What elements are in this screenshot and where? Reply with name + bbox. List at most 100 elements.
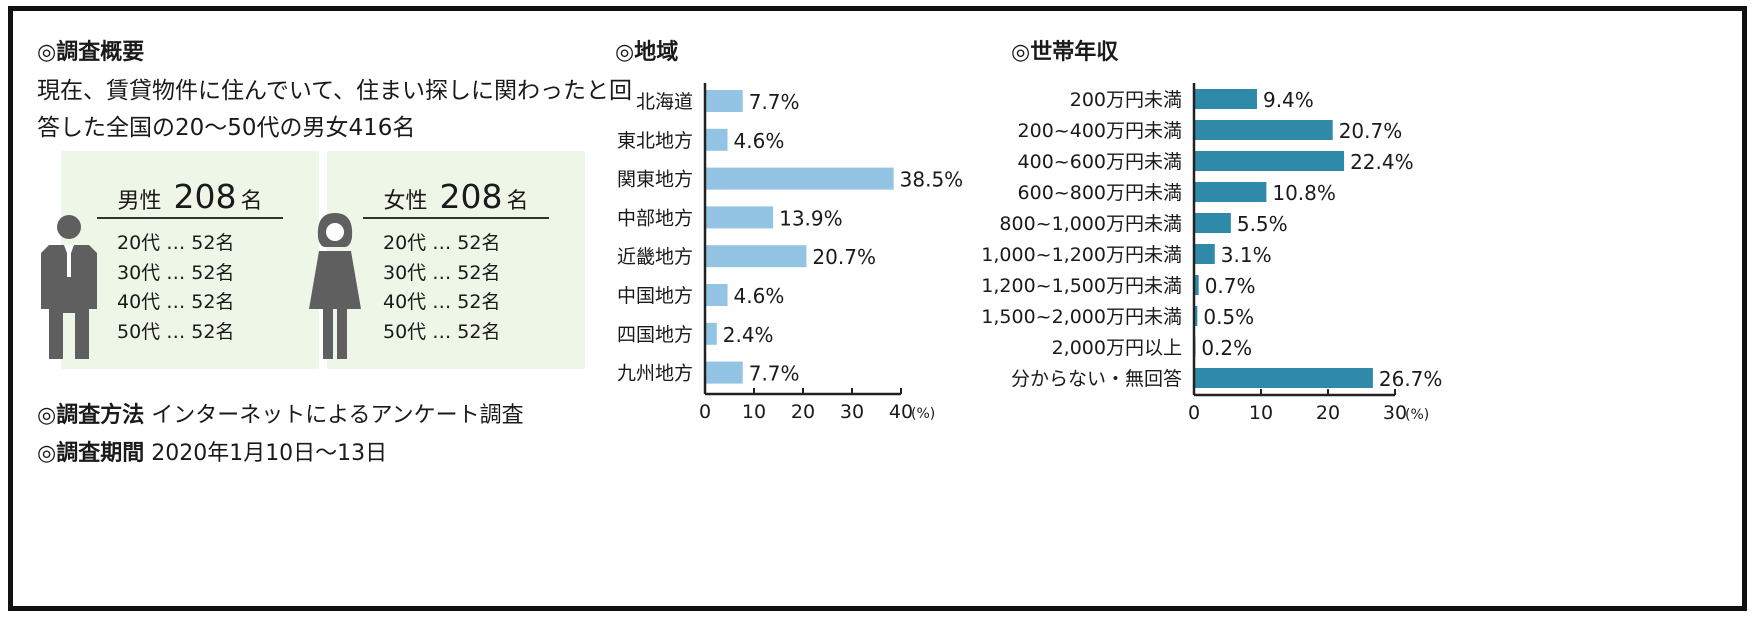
x-tick-label: 0 [699,401,711,423]
male-breakdown-item: 30代 … 52名 [117,261,235,284]
male-label: 男性 [117,189,162,214]
female-label: 女性 [383,189,428,214]
male-breakdown-item: 20代 … 52名 [117,232,235,254]
male-panel: 男性 208 名 20代 … 52名 30代 … 52名 40代 … 52名 50代… [61,151,319,369]
bar [1194,120,1333,140]
bar [705,206,774,229]
category-label: 東北地方 [617,130,693,152]
male-figure-icon [41,215,97,359]
category-label: 近畿地方 [617,246,693,268]
male-breakdown-item: 50代 … 52名 [117,320,235,343]
male-breakdown: 20代 … 52名 30代 … 52名 40代 … 52名 50代 … 52名 [117,229,234,347]
male-breakdown-item: 40代 … 52名 [117,291,235,313]
category-label: 2,000万円以上 [1052,337,1182,359]
bar [1194,182,1267,202]
value-label: 4.6% [734,284,785,308]
female-breakdown-item: 50代 … 52名 [383,320,501,343]
x-tick-label: 10 [742,401,766,423]
income-chart: 200万円未満 9.4% 200~400万円未満 20.7% 400~600万円未満 22… [981,83,1443,424]
survey-method: ◎調査方法 インターネットによるアンケート調査 [37,397,524,429]
category-label: 中国地方 [617,285,693,307]
survey-method-label: ◎調査方法 [37,403,145,428]
value-label: 20.7% [1339,119,1403,143]
value-label: 20.7% [812,245,876,269]
category-label: 北海道 [636,91,693,113]
category-label: 関東地方 [617,169,693,191]
value-label: 26.7% [1379,367,1443,391]
category-label: 分からない・無回答 [1011,368,1182,390]
bar [1194,306,1198,326]
frame: ◎調査概要 現在、賃貸物件に住んでいて、住まい探しに関わったと回答した全国の20… [8,6,1747,611]
x-tick-label: 30 [1383,402,1407,424]
overview-description: 現在、賃貸物件に住んでいて、住まい探しに関わったと回答した全国の20～50代の男… [37,78,633,141]
value-label: 4.6% [734,129,785,153]
category-label: 200~400万円未満 [1018,120,1182,142]
value-label: 7.7% [749,90,800,114]
bar [705,322,717,345]
x-unit-label: (%) [1405,407,1429,423]
female-breakdown-item: 40代 … 52名 [383,291,501,313]
bar [1194,275,1199,295]
bar [705,167,894,190]
female-count: 208 [439,177,503,216]
bar [705,284,728,306]
value-label: 3.1% [1221,243,1272,267]
x-tick-label: 20 [791,401,815,423]
bar [1194,244,1215,264]
category-label: 九州地方 [617,363,693,385]
bar [1194,368,1373,388]
x-unit-label: (%) [911,406,935,422]
female-divider [363,217,549,219]
value-label: 0.5% [1203,305,1254,329]
bar [1194,89,1257,109]
bar [1194,213,1231,233]
bar [705,90,743,112]
value-label: 7.7% [749,362,800,386]
value-label: 5.5% [1237,212,1288,236]
category-label: 200万円未満 [1070,89,1182,111]
bar [705,245,807,268]
male-panel-title: 男性 208 名 [61,177,319,216]
value-label: 9.4% [1263,88,1314,112]
category-label: 四国地方 [617,324,693,346]
female-figure-icon [309,213,361,359]
male-divider [97,217,283,219]
value-label: 38.5% [900,168,964,192]
bar [705,128,728,151]
female-breakdown: 20代 … 52名 30代 … 52名 40代 … 52名 50代 … 52名 [383,229,500,347]
category-label: 1,500~2,000万円未満 [981,306,1182,328]
category-label: 1,000~1,200万円未満 [981,244,1182,266]
male-count: 208 [173,177,237,216]
x-tick-label: 0 [1188,402,1200,424]
x-tick-label: 30 [840,401,864,423]
bar [1194,151,1345,171]
value-label: 0.7% [1205,274,1256,298]
female-panel-title: 女性 208 名 [327,177,585,216]
survey-period-label: ◎調査期間 [37,441,145,466]
x-tick-label: 40 [889,401,913,423]
region-chart: 北海道 7.7% 東北地方 4.6% 関東地方 38.5% 中部地方 13.9% 近畿地方 20.… [617,83,964,423]
region-chart-title: ◎地域 [615,40,679,65]
value-label: 10.8% [1272,181,1336,205]
male-unit: 名 [240,189,263,214]
female-panel: 女性 208 名 20代 … 52名 30代 … 52名 40代 … 52名 50代… [327,151,585,369]
value-label: 22.4% [1350,150,1414,174]
bar [705,361,743,384]
female-breakdown-item: 20代 … 52名 [383,232,501,254]
value-label: 13.9% [779,206,843,230]
category-label: 800~1,000万円未満 [999,213,1182,235]
x-tick-label: 10 [1249,402,1273,424]
survey-period-value: 2020年1月10日～13日 [151,441,388,466]
category-label: 中部地方 [617,207,693,229]
value-label: 2.4% [723,323,774,347]
x-tick-label: 20 [1316,402,1340,424]
category-label: 1,200~1,500万円未満 [981,275,1182,297]
survey-method-value: インターネットによるアンケート調査 [151,403,524,428]
overview-heading: ◎調査概要 [37,40,145,65]
female-unit: 名 [506,189,529,214]
category-label: 400~600万円未満 [1018,151,1182,173]
income-chart-title: ◎世帯年収 [1011,40,1119,65]
category-label: 600~800万円未満 [1018,182,1182,204]
value-label: 0.2% [1201,336,1252,360]
survey-period: ◎調査期間 2020年1月10日～13日 [37,435,387,467]
